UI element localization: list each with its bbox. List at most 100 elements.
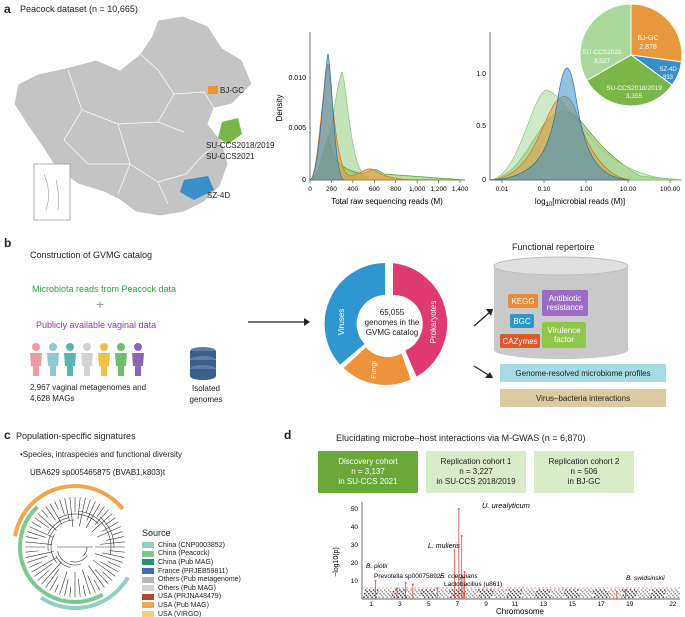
mh-point	[442, 596, 445, 599]
mh-point	[470, 592, 472, 595]
mh-point	[502, 590, 505, 593]
person-body	[115, 353, 127, 376]
mh-point	[371, 596, 373, 599]
c2-xtick: 1.00	[580, 186, 593, 193]
mh-point	[512, 589, 515, 591]
mh-point	[397, 596, 400, 599]
person-body	[81, 353, 93, 376]
legend-label: USA (PRJNA48479)	[158, 593, 222, 601]
tree-arc	[50, 534, 58, 564]
mh-point	[667, 589, 669, 591]
mh-point	[674, 592, 677, 595]
source-title: Source	[142, 528, 171, 538]
mh-point	[421, 589, 424, 591]
person-body	[98, 353, 110, 376]
mh-point	[470, 589, 473, 591]
mh-point	[465, 596, 468, 599]
legend-item: China (Pub MAG)	[142, 558, 241, 567]
mh-point	[613, 592, 616, 595]
mh-point	[668, 590, 671, 593]
tree-branch	[49, 503, 63, 525]
mh-point	[500, 592, 503, 595]
mh-point	[600, 594, 602, 597]
mh-point	[452, 594, 455, 597]
map-label-sucs2: SU-CCS2021	[206, 152, 255, 161]
mh-point	[639, 596, 642, 599]
map-landmass	[13, 15, 253, 217]
tag-antibiotic: Antibiotic resistance	[542, 290, 588, 316]
c1-curve-blue	[309, 52, 345, 181]
mh-point	[510, 596, 513, 599]
mh-point	[515, 592, 518, 595]
map-label-sucs1: SU-CCS2018/2019	[206, 141, 275, 150]
tree-branch	[41, 509, 49, 518]
mh-point	[393, 596, 396, 599]
mh-hit-point	[436, 587, 439, 590]
mh-hit-point	[624, 589, 627, 591]
tree-branch	[27, 555, 48, 563]
mh-point	[582, 596, 585, 599]
legend-swatch	[142, 568, 154, 575]
mh-point	[567, 596, 570, 599]
mh-point	[454, 592, 457, 595]
panel-c-title: Population-specific signatures	[16, 431, 136, 441]
mh-point	[497, 589, 499, 591]
mh-point	[649, 594, 652, 597]
mh-point	[571, 596, 574, 599]
mh-point	[604, 590, 607, 593]
ann-pr: Prevotella sp000758925	[374, 573, 444, 580]
mh-point	[506, 596, 509, 599]
legend-item: China (Peacock)	[142, 550, 241, 559]
mh-point	[394, 592, 397, 595]
mh-point	[415, 590, 418, 593]
mh-point	[677, 596, 680, 599]
mh-point	[467, 594, 470, 597]
mh-point	[519, 592, 522, 595]
mh-point	[607, 594, 610, 597]
mh-point	[478, 594, 481, 597]
pie-value-su1: 3,355	[626, 93, 643, 100]
mh-point	[389, 590, 392, 593]
mh-point	[398, 592, 401, 595]
mh-point	[598, 592, 601, 595]
mh-point	[597, 596, 600, 599]
tree-branch	[77, 497, 81, 520]
mh-point	[493, 594, 496, 597]
donut-center-text: 65,055 genomes in the GVMG catalog	[364, 308, 420, 337]
mh-point	[656, 594, 659, 597]
mh-point	[414, 594, 417, 597]
mh-point	[636, 589, 639, 591]
mh-point	[558, 594, 561, 597]
mh-point	[450, 592, 453, 595]
mh-point	[669, 596, 672, 599]
mh-point	[388, 594, 391, 597]
legend-label: China (Peacock)	[158, 550, 210, 558]
tree-branch	[101, 521, 119, 532]
mh-point	[540, 590, 543, 593]
cohort-0-line1: Discovery cohort	[338, 457, 398, 466]
mh-point	[367, 596, 369, 599]
tree-branch	[99, 561, 119, 573]
mh-point	[566, 590, 569, 593]
mh-point	[560, 596, 563, 599]
mh-point	[673, 596, 676, 599]
mh-point	[618, 589, 621, 591]
mh-point	[568, 592, 570, 595]
person-head	[66, 343, 74, 351]
legend-swatch	[142, 550, 154, 557]
map-label-sz: SZ-4D	[207, 191, 231, 200]
mh-point	[602, 592, 605, 595]
legend-label: China (Pub MAG)	[158, 558, 214, 566]
mh-point	[384, 594, 387, 597]
mh-point	[521, 596, 524, 599]
mh-point	[534, 592, 537, 595]
mh-point	[620, 590, 622, 593]
legend-item: Others (Pub MAG)	[142, 584, 241, 593]
tree-arc	[70, 555, 88, 563]
mh-point	[449, 590, 452, 593]
mh-point	[565, 594, 568, 597]
legend-item: France (PRJEB59811)	[142, 567, 241, 576]
south-sea-inset	[33, 163, 71, 221]
mh-point	[416, 596, 419, 599]
mh-point	[431, 596, 434, 599]
